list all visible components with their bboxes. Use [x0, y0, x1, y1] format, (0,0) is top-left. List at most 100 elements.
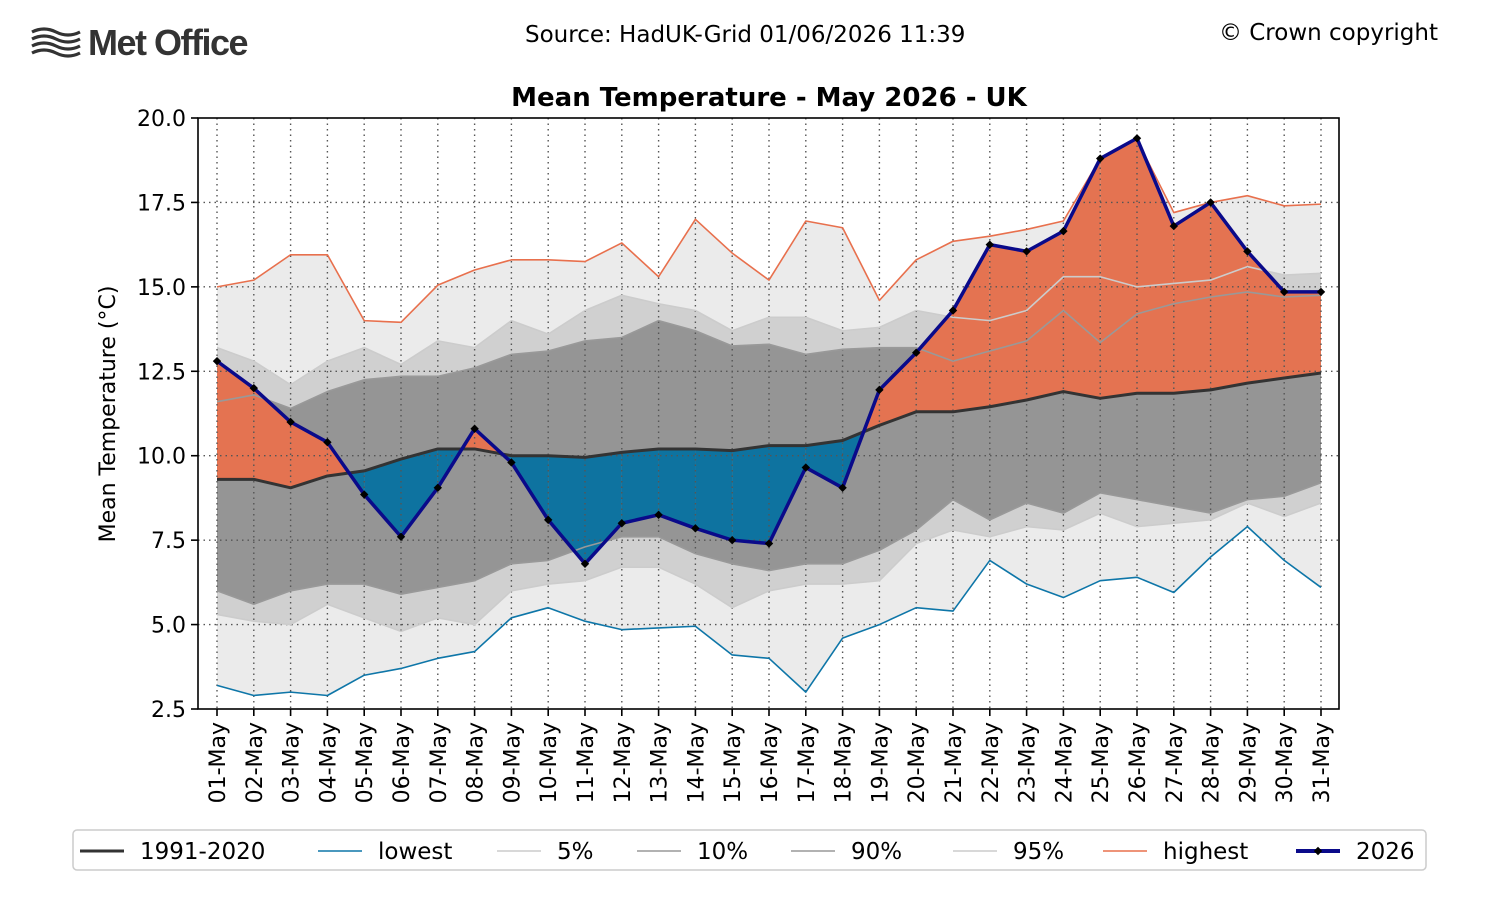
x-tick-label: 05-May: [353, 722, 378, 803]
x-tick-label: 21-May: [942, 722, 967, 803]
series-line-95pct: [216, 265, 1322, 386]
below-normal-fill: [658, 448, 696, 529]
data-point-2026: [1243, 247, 1252, 256]
data-point-2026: [470, 424, 479, 433]
above-normal-fill: [1137, 138, 1174, 394]
x-tick-label: 24-May: [1052, 722, 1077, 803]
below-normal-fill: [364, 459, 401, 537]
axes: 2.5 5.0 7.5 10.0 12.5 15.0 17.5 20.0 01-May 02-Ma…: [137, 107, 1340, 803]
above-normal-fill: [1063, 158, 1101, 399]
above-normal-fill: [953, 244, 990, 412]
x-tick-label: 28-May: [1200, 722, 1225, 803]
y-tick-label: 2.5: [151, 698, 186, 723]
x-tick-label: 18-May: [832, 722, 857, 803]
x-tick-label: 11-May: [574, 722, 599, 803]
x-tick-label: 25-May: [1089, 722, 1114, 803]
x-tick-label: 01-May: [206, 722, 231, 803]
chart-title: Mean Temperature - May 2026 - UK: [511, 83, 1028, 113]
data-point-2026: [985, 240, 994, 249]
data-point-2026: [691, 524, 700, 533]
copyright-text: © Crown copyright: [1218, 20, 1438, 46]
y-tick-label: 15.0: [137, 276, 186, 301]
met-office-waves-icon: [31, 27, 81, 58]
data-point-2026: [1059, 226, 1068, 236]
y-tick-label: 5.0: [151, 614, 186, 639]
x-tick-label: 22-May: [979, 722, 1004, 803]
below-normal-fill: [401, 448, 438, 537]
data-point-2026: [875, 385, 884, 395]
data-point-2026: [1022, 247, 1031, 256]
x-tick-label: 26-May: [1126, 722, 1151, 803]
legend-label: 1991-2020: [140, 839, 265, 865]
data-point-2026: [838, 483, 847, 492]
legend-label: lowest: [378, 839, 452, 865]
data-point-2026: [507, 458, 516, 467]
legend-box: [72, 829, 1427, 871]
x-tick-label: 02-May: [243, 722, 268, 803]
x-tick-label: 16-May: [758, 722, 783, 803]
x-tick-label: 29-May: [1236, 722, 1261, 803]
legend-label: 95%: [1013, 839, 1064, 865]
source-text: Source: HadUK-Grid 01/06/2026 11:39: [525, 22, 966, 48]
data-point-2026: [912, 348, 921, 357]
above-normal-fill: [1210, 202, 1248, 390]
below-normal-fill: [695, 448, 733, 541]
series-line-5pct: [216, 502, 1322, 633]
data-point-2026: [249, 383, 258, 393]
data-point-2026: [360, 490, 369, 499]
plot-content: [198, 118, 1339, 709]
y-tick-label: 12.5: [137, 360, 186, 385]
x-tick-label: 14-May: [684, 722, 709, 803]
series-line-lowest: [216, 525, 1322, 697]
data-point-2026: [801, 463, 810, 472]
above-normal-fill: [1026, 231, 1064, 400]
x-tick-label: 06-May: [390, 722, 415, 803]
series-line-90pct: [216, 291, 1322, 410]
data-point-2026: [1132, 134, 1142, 143]
x-tick-label: 10-May: [537, 722, 562, 803]
x-tick-label: 08-May: [464, 722, 489, 803]
x-tick-label: 31-May: [1310, 722, 1335, 803]
below-normal-fill: [548, 455, 585, 564]
legend-label: 90%: [851, 839, 902, 865]
below-normal-fill: [805, 440, 843, 488]
above-normal-fill: [1100, 138, 1137, 399]
x-tick-label: 03-May: [280, 722, 305, 803]
data-point-2026: [1316, 287, 1326, 297]
data-point-2026: [580, 559, 590, 568]
y-tick-label: 10.0: [137, 445, 186, 470]
x-tick-label: 27-May: [1163, 722, 1188, 803]
data-point-2026: [433, 483, 442, 492]
y-tick-label: 20.0: [137, 107, 186, 132]
below-normal-fill: [769, 445, 806, 544]
data-point-2026: [654, 510, 663, 520]
data-point-2026: [1096, 154, 1105, 163]
series-line-1991-2020: [217, 371, 1322, 490]
below-normal-fill: [585, 452, 622, 564]
x-tick-label: 04-May: [316, 722, 341, 803]
x-tick-label: 12-May: [611, 722, 636, 803]
data-point-2026: [1280, 287, 1289, 297]
x-tick-label: 20-May: [905, 722, 930, 803]
data-point-2026: [1206, 198, 1215, 207]
x-tick-label: 23-May: [1016, 722, 1041, 803]
series-line-10pct: [216, 481, 1322, 606]
x-tick-label: 15-May: [721, 722, 746, 803]
legend-label: 2026: [1356, 839, 1415, 865]
x-tick-label: 17-May: [795, 722, 820, 803]
data-point-2026: [617, 519, 626, 528]
x-tick-label: 13-May: [648, 722, 673, 803]
x-tick-label: 19-May: [868, 722, 893, 803]
above-normal-fill: [217, 361, 254, 480]
data-point-2026: [764, 539, 774, 548]
x-tick-label: 07-May: [427, 722, 452, 803]
above-normal-fill: [989, 244, 1027, 407]
legend-label: highest: [1163, 839, 1248, 865]
y-tick-label: 7.5: [151, 529, 186, 554]
y-tick-label: 17.5: [137, 191, 186, 216]
data-point-2026: [1169, 221, 1178, 231]
above-normal-fill: [253, 388, 291, 488]
above-normal-fill: [916, 310, 953, 412]
legend-label: 5%: [557, 839, 594, 865]
